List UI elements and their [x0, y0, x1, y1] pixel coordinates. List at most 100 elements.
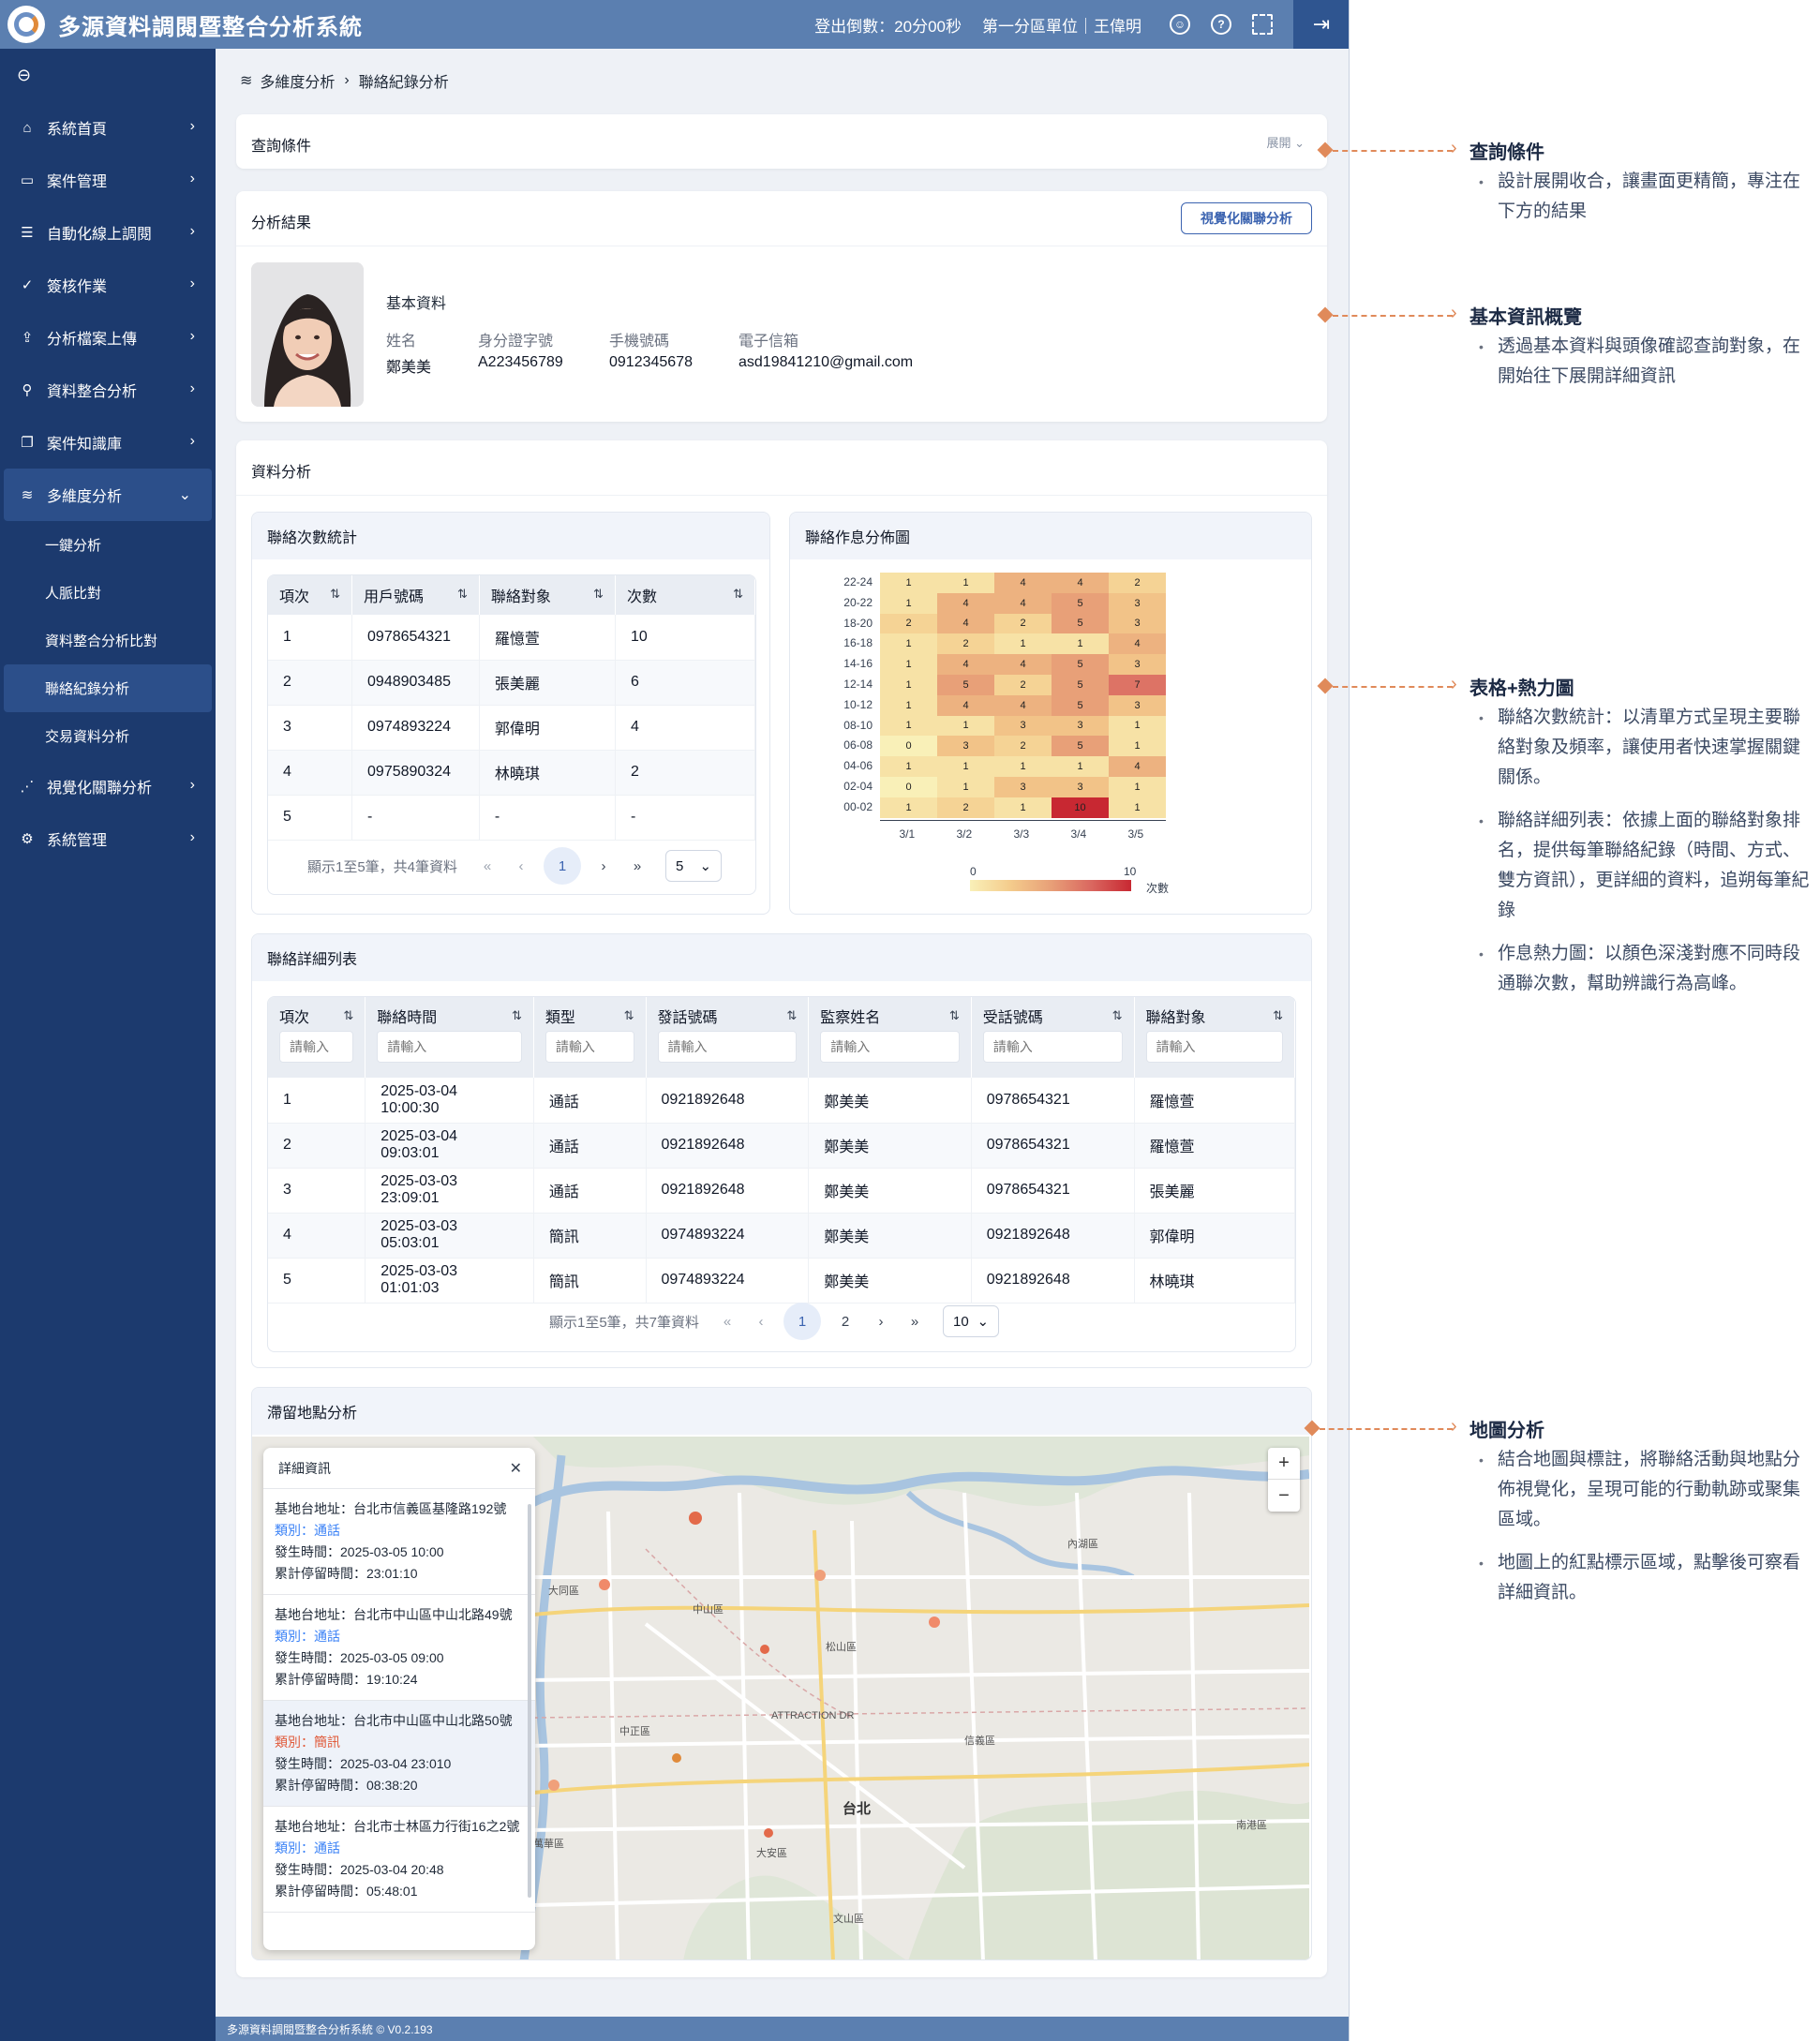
- expand-toggle[interactable]: 展開 ⌄: [1266, 136, 1305, 150]
- heatmap-cell[interactable]: 1: [880, 654, 937, 675]
- column-header[interactable]: 聯絡對象 ⇅: [479, 575, 616, 615]
- heatmap-cell[interactable]: 4: [994, 654, 1052, 675]
- sidebar-subitem[interactable]: 交易資料分析: [45, 729, 130, 745]
- heatmap-cell[interactable]: 1: [1109, 797, 1166, 818]
- heatmap-cell[interactable]: 4: [937, 654, 994, 675]
- table-row[interactable]: 5 2025-03-03 01:01:03 簡訊 0974893224 鄭美美 09218…: [268, 1258, 1295, 1304]
- heatmap-cell[interactable]: 4: [1109, 633, 1166, 655]
- zoom-in-button[interactable]: +: [1268, 1448, 1300, 1480]
- column-header[interactable]: 項次 ⇅: [268, 997, 366, 1078]
- heatmap-cell[interactable]: 1: [994, 797, 1052, 818]
- heatmap-cell[interactable]: 3: [1109, 613, 1166, 634]
- popup-entry[interactable]: 基地台地址：台北市士林區力行街16之2號 類別：通話 發生時間：2025-03-04…: [263, 1807, 535, 1913]
- sidebar-collapse-button[interactable]: ⊖: [0, 49, 216, 101]
- map-marker[interactable]: [929, 1616, 940, 1628]
- last-page-icon[interactable]: »: [633, 857, 642, 874]
- heatmap-cell[interactable]: 0: [880, 736, 937, 757]
- table-row[interactable]: 3 2025-03-03 23:09:01 通話 0921892648 鄭美美 09786…: [268, 1168, 1295, 1214]
- map-canvas[interactable]: 台北 松山區 中正區 大安區 信義區 內湖區 南港區 大同區 中山區 萬華區 文…: [252, 1437, 1309, 1959]
- heatmap-cell[interactable]: 4: [994, 694, 1052, 716]
- heatmap-cell[interactable]: 1: [880, 797, 937, 818]
- sidebar-item[interactable]: ❐ 案件知識庫 ›: [0, 416, 216, 469]
- sidebar-item[interactable]: ✓ 簽核作業 ›: [0, 259, 216, 311]
- prev-page-icon[interactable]: ‹: [758, 1313, 764, 1330]
- sort-icon[interactable]: ⇅: [330, 587, 341, 601]
- close-icon[interactable]: ✕: [509, 1461, 522, 1477]
- column-header[interactable]: 項次 ⇅: [268, 575, 353, 615]
- table-row[interactable]: 4 2025-03-03 05:03:01 簡訊 0974893224 鄭美美 09218…: [268, 1213, 1295, 1259]
- sort-icon[interactable]: ⇅: [1111, 1008, 1123, 1022]
- heatmap-cell[interactable]: 1: [880, 675, 937, 695]
- visual-analysis-button[interactable]: 視覺化關聯分析: [1181, 202, 1312, 234]
- popup-entry[interactable]: 基地台地址：台北市中山區中山北路49號 類別：通話 發生時間：2025-03-05 …: [263, 1595, 535, 1701]
- column-header[interactable]: 發話號碼 ⇅: [646, 997, 810, 1078]
- heatmap-cell[interactable]: 1: [937, 777, 994, 797]
- heatmap-cell[interactable]: 5: [1052, 592, 1109, 614]
- heatmap-cell[interactable]: 2: [994, 736, 1052, 757]
- heatmap-cell[interactable]: 4: [937, 694, 994, 716]
- last-page-icon[interactable]: »: [910, 1313, 919, 1330]
- sort-icon[interactable]: ⇅: [786, 1008, 798, 1022]
- popup-entry[interactable]: 基地台地址：台北市中山區中山北路50號 類別：簡訊 發生時間：2025-03-04 …: [263, 1701, 535, 1807]
- map-marker[interactable]: [548, 1780, 559, 1791]
- map-marker[interactable]: [672, 1753, 681, 1763]
- heatmap-cell[interactable]: 1: [880, 715, 937, 737]
- heatmap-cell[interactable]: 4: [1052, 573, 1109, 593]
- column-filter-input[interactable]: [279, 1031, 354, 1063]
- heatmap-cell[interactable]: 1: [937, 715, 994, 737]
- sort-icon[interactable]: ⇅: [948, 1008, 960, 1022]
- column-filter-input[interactable]: [545, 1031, 634, 1063]
- sidebar-item[interactable]: ⋰ 視覺化關聯分析 ›: [0, 760, 216, 812]
- heatmap-cell[interactable]: 4: [994, 592, 1052, 614]
- sidebar-item[interactable]: ⚙ 系統管理 ›: [0, 812, 216, 865]
- column-filter-input[interactable]: [377, 1031, 522, 1063]
- sidebar-item[interactable]: ☰ 自動化線上調閱 ›: [0, 206, 216, 259]
- heatmap-cell[interactable]: 2: [937, 797, 994, 818]
- map-marker[interactable]: [599, 1579, 610, 1590]
- sidebar-subitem[interactable]: 一鍵分析: [45, 538, 102, 554]
- prev-page-icon[interactable]: ‹: [518, 857, 524, 874]
- heatmap-cell[interactable]: 2: [937, 633, 994, 655]
- heatmap-cell[interactable]: 3: [1052, 777, 1109, 797]
- sidebar-item[interactable]: ⌂ 系統首頁 ›: [0, 101, 216, 154]
- heatmap-cell[interactable]: 3: [994, 777, 1052, 797]
- heatmap-cell[interactable]: 1: [880, 573, 937, 593]
- heatmap-cell[interactable]: 1: [880, 633, 937, 655]
- heatmap-cell[interactable]: 4: [1109, 756, 1166, 777]
- heatmap-cell[interactable]: 3: [1109, 592, 1166, 614]
- heatmap-cell[interactable]: 2: [994, 675, 1052, 695]
- column-header[interactable]: 聯絡對象 ⇅: [1134, 997, 1295, 1078]
- heatmap-cell[interactable]: 3: [1109, 654, 1166, 675]
- column-filter-input[interactable]: [657, 1031, 798, 1063]
- heatmap-cell[interactable]: 2: [880, 613, 937, 634]
- sort-icon[interactable]: ⇅: [343, 1008, 354, 1022]
- table-row[interactable]: 3 0974893224 郭偉明 4: [268, 705, 755, 751]
- table-row[interactable]: 5---: [268, 795, 755, 841]
- heatmap-cell[interactable]: 2: [1109, 573, 1166, 593]
- heatmap-cell[interactable]: 1: [1052, 633, 1109, 655]
- breadcrumb-parent[interactable]: 多維度分析: [260, 75, 336, 91]
- heatmap-cell[interactable]: 1: [1109, 715, 1166, 737]
- sort-icon[interactable]: ⇅: [511, 1008, 522, 1022]
- sidebar-subitem[interactable]: 聯絡紀錄分析: [4, 664, 212, 712]
- column-header[interactable]: 聯絡時間 ⇅: [365, 997, 534, 1078]
- heatmap-cell[interactable]: 3: [937, 736, 994, 757]
- table-row[interactable]: 2 0948903485 張美麗 6: [268, 660, 755, 706]
- heatmap-cell[interactable]: 1: [994, 633, 1052, 655]
- heatmap-cell[interactable]: 1: [1109, 736, 1166, 757]
- heatmap-cell[interactable]: 1: [880, 592, 937, 614]
- map-marker[interactable]: [814, 1570, 826, 1581]
- map-marker[interactable]: [764, 1828, 773, 1838]
- map-marker[interactable]: [760, 1645, 769, 1654]
- table-row[interactable]: 4 0975890324 林曉琪 2: [268, 750, 755, 796]
- logout-button[interactable]: ⇥: [1293, 0, 1349, 49]
- page-size-select[interactable]: 5 ⌄: [665, 850, 723, 882]
- heatmap-cell[interactable]: 5: [937, 675, 994, 695]
- popup-scrollbar[interactable]: [528, 1504, 531, 1898]
- page-size-select[interactable]: 10 ⌄: [943, 1305, 1000, 1337]
- heatmap-cell[interactable]: 5: [1052, 736, 1109, 757]
- next-page-icon[interactable]: ›: [601, 857, 606, 874]
- heatmap-cell[interactable]: 4: [937, 613, 994, 634]
- heatmap-cell[interactable]: 5: [1052, 675, 1109, 695]
- fullscreen-icon[interactable]: [1252, 14, 1273, 35]
